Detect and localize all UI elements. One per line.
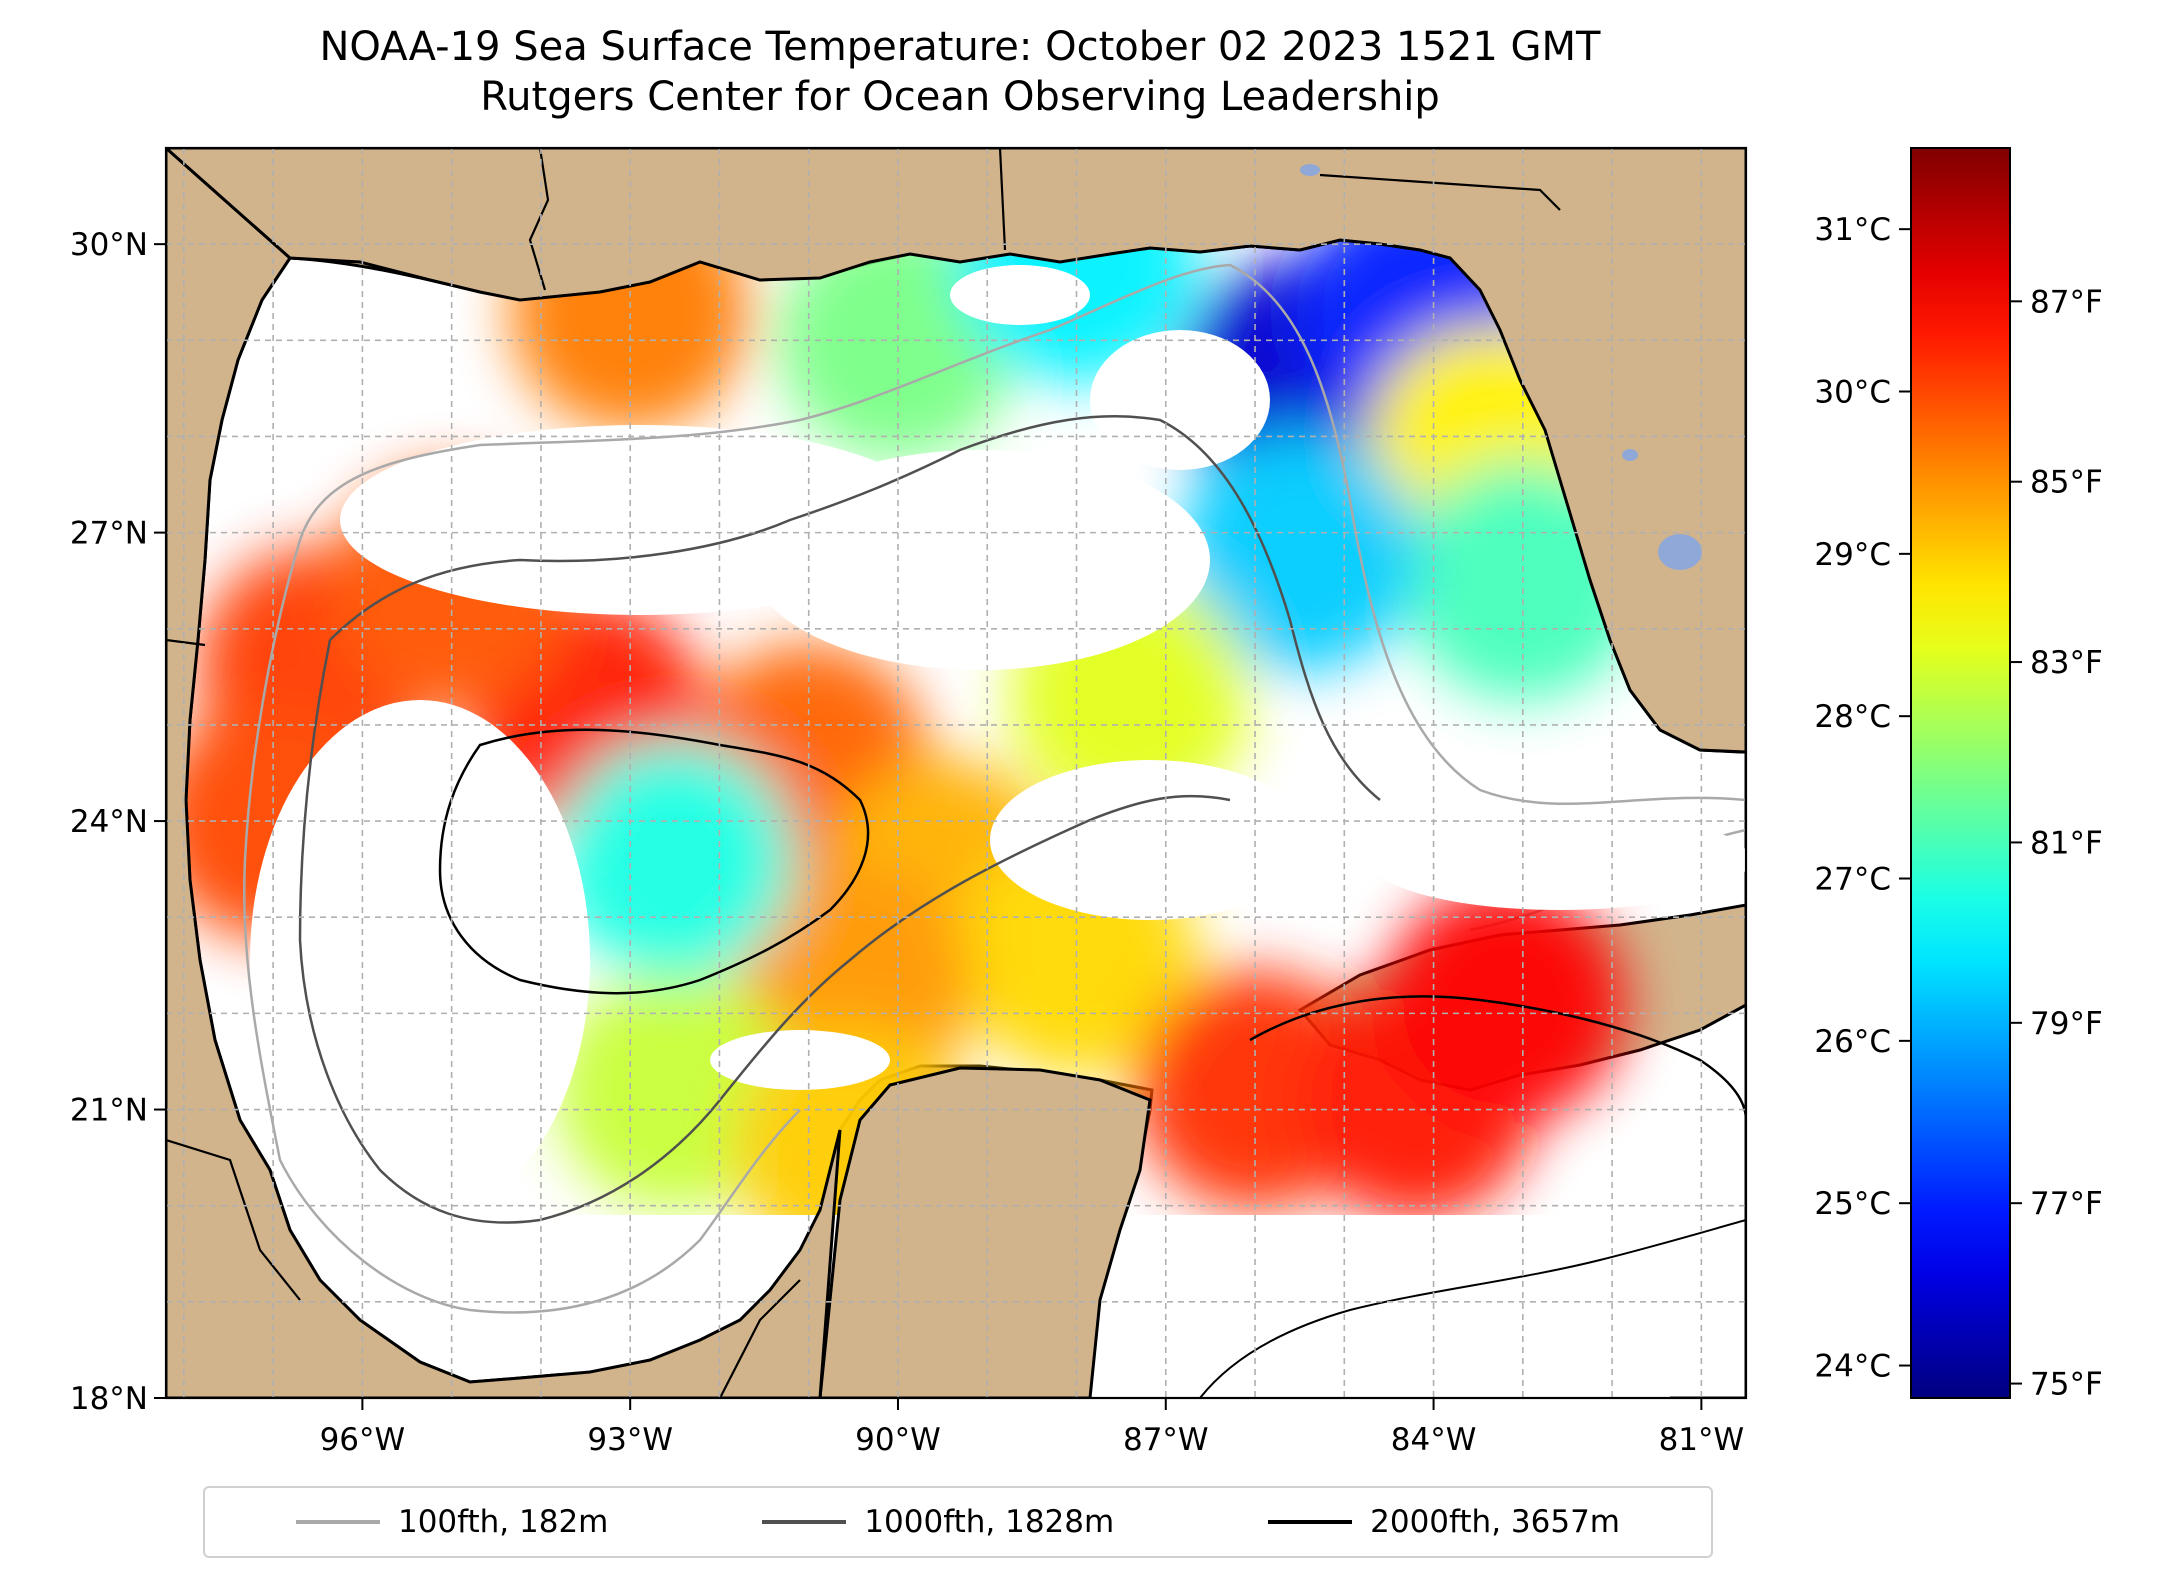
legend-label-100fth: 100fth, 182m (397, 1504, 609, 1540)
lat-tick-label: 24°N (70, 804, 148, 840)
contour-1000fth (298, 639, 1231, 1224)
border-line (998, 148, 1007, 251)
axis-labels: 96°W 93°W 90°W 87°W 84°W 81°W 18°N 21°N 24°N 27°N… (70, 227, 1744, 1458)
celsius-tick-label: 29°C (1814, 537, 1891, 573)
fahrenheit-tick-label: 81°F (2030, 825, 2103, 861)
lake (1658, 534, 1702, 570)
celsius-tick-label: 25°C (1814, 1186, 1891, 1222)
bathymetry-legend: 100fth, 182m 1000fth, 1828m 2000fth, 365… (203, 1486, 1713, 1558)
legend-item-1000fth: 1000fth, 1828m (762, 1504, 1114, 1540)
us-gulf-coast-land (166, 148, 1746, 754)
colorbar (1910, 147, 2011, 1399)
lon-tick-label: 81°W (1659, 1422, 1745, 1458)
contour-100fth (298, 263, 1746, 805)
fahrenheit-tick-label: 75°F (2030, 1367, 2103, 1403)
sst-patch (554, 739, 795, 980)
lat-tick-label: 30°N (70, 227, 148, 263)
lon-tick-label: 93°W (587, 1422, 673, 1458)
border-line (166, 638, 206, 647)
bathymetry-contours (242, 263, 1746, 1398)
contour-100fth (242, 539, 801, 1314)
contour-2000fth (1199, 1219, 1746, 1398)
title-line-2: Rutgers Center for Ocean Observing Leade… (480, 74, 1440, 120)
lake (1622, 449, 1638, 461)
lat-tick-label: 21°N (70, 1093, 148, 1129)
yucatan-peninsula (818, 1066, 1152, 1398)
celsius-tick-label: 26°C (1814, 1024, 1891, 1060)
legend-label-1000fth: 1000fth, 1828m (864, 1504, 1115, 1540)
border-line (1319, 173, 1561, 211)
fahrenheit-tick-label: 77°F (2030, 1186, 2103, 1222)
celsius-tick-label: 30°C (1814, 375, 1891, 411)
lon-tick-label: 90°W (855, 1422, 941, 1458)
legend-swatch-2000fth (1268, 1520, 1353, 1524)
cloud-mask (710, 1030, 890, 1090)
axis-ticks (154, 243, 1703, 1410)
fahrenheit-tick-label: 87°F (2030, 284, 2103, 320)
colorbar-ticks (1899, 228, 2022, 1385)
inland-lakes (1300, 164, 1702, 570)
border-line (719, 1279, 801, 1398)
map-area (166, 148, 1746, 1398)
cloud-mask (950, 265, 1090, 325)
lake (1300, 164, 1320, 176)
lon-tick-label: 84°W (1391, 1422, 1477, 1458)
political-borders (166, 148, 1561, 1398)
border-line (528, 148, 550, 291)
legend-swatch-1000fth (762, 1520, 847, 1524)
cloud-mask (750, 450, 1210, 670)
contour-2000fth (1249, 995, 1746, 1121)
lon-tick-label: 96°W (320, 1422, 406, 1458)
celsius-tick-label: 24°C (1814, 1349, 1891, 1385)
mexico-west-coast-land (166, 148, 842, 1398)
legend-swatch-100fth (295, 1520, 380, 1524)
legend-item-2000fth: 2000fth, 3657m (1268, 1504, 1620, 1540)
cloud-masks (250, 265, 1746, 1220)
legend-item-100fth: 100fth, 182m (295, 1504, 609, 1540)
lon-tick-label: 87°W (1123, 1422, 1209, 1458)
title-line-1: NOAA-19 Sea Surface Temperature: October… (319, 24, 1601, 70)
cloud-mask (1370, 810, 1746, 910)
chart-title: NOAA-19 Sea Surface Temperature: October… (0, 22, 1920, 122)
lat-tick-label: 27°N (70, 516, 148, 552)
legend-label-2000fth: 2000fth, 3657m (1370, 1504, 1621, 1540)
fahrenheit-tick-label: 79°F (2030, 1006, 2103, 1042)
fahrenheit-tick-label: 83°F (2030, 645, 2103, 681)
celsius-tick-label: 27°C (1814, 862, 1891, 898)
lat-tick-label: 18°N (70, 1381, 148, 1417)
colorbar-labels: 24°C 25°C 26°C 27°C 28°C 29°C 30°C 31°C 75°F 77°F… (1814, 212, 2102, 1402)
contour-1000fth (329, 415, 1381, 801)
fahrenheit-tick-label: 85°F (2030, 465, 2103, 501)
celsius-tick-label: 31°C (1814, 212, 1891, 248)
map-frame (164, 146, 1748, 1400)
celsius-tick-label: 28°C (1814, 699, 1891, 735)
cloud-mask (990, 760, 1310, 920)
sst-patch (1179, 431, 1420, 672)
cloud-mask (1090, 330, 1270, 470)
cloud-mask (250, 700, 590, 1220)
